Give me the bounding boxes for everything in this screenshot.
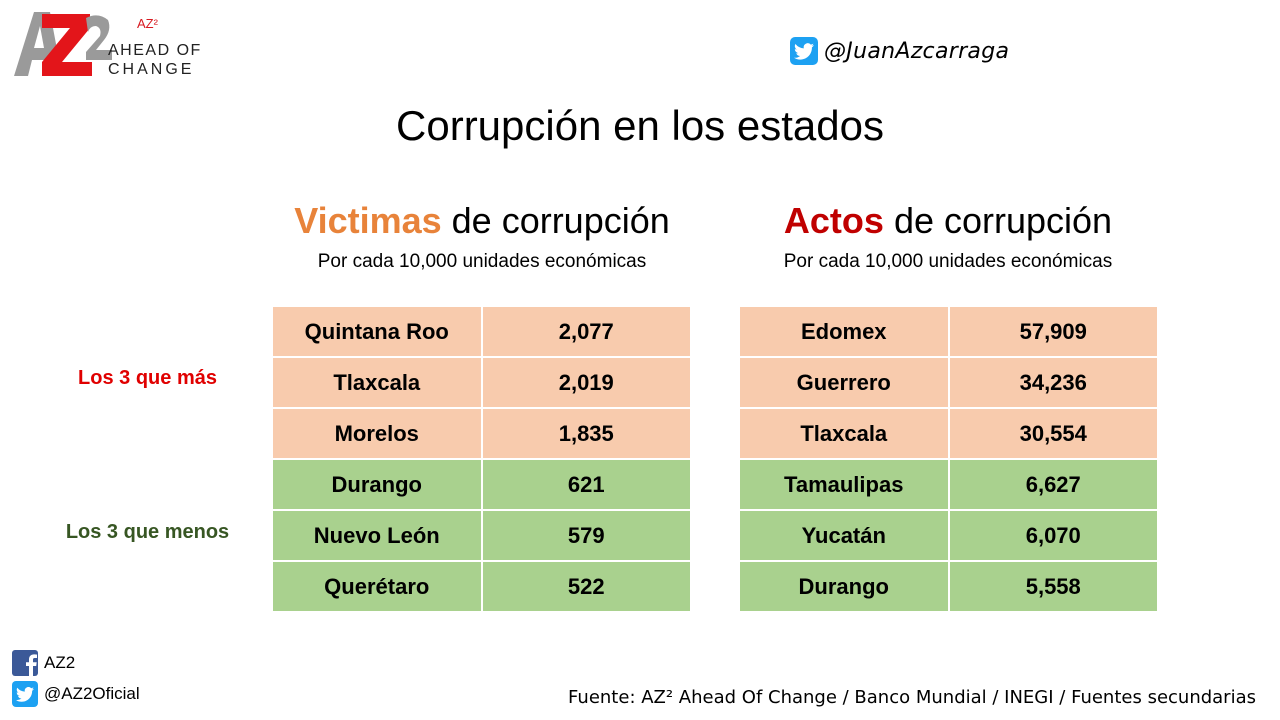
page-title: Corrupción en los estados — [396, 102, 884, 149]
table-row: Durango 5,558 — [738, 560, 1159, 613]
table-row: Tlaxcala 30,554 — [738, 407, 1159, 460]
state-cell: Durango — [271, 458, 483, 511]
state-cell: Nuevo León — [271, 509, 483, 562]
value-cell: 2,077 — [480, 305, 692, 358]
facebook-icon — [12, 650, 38, 676]
table-row: Yucatán 6,070 — [738, 509, 1159, 562]
state-cell: Edomex — [738, 305, 950, 358]
value-cell: 579 — [480, 509, 692, 562]
state-cell: Querétaro — [271, 560, 483, 613]
state-cell: Tlaxcala — [271, 356, 483, 409]
value-cell: 57,909 — [947, 305, 1159, 358]
top-group-label: Los 3 que más — [78, 367, 217, 389]
state-cell: Quintana Roo — [271, 305, 483, 358]
state-cell: Yucatán — [738, 509, 950, 562]
twitter-icon — [790, 37, 818, 65]
victimas-subtitle: Por cada 10,000 unidades económicas — [317, 251, 647, 272]
table-row: Morelos 1,835 — [271, 407, 692, 460]
header-twitter[interactable]: @JuanAzcarraga — [790, 37, 1009, 65]
az2-logo: AZ² AHEAD OF CHANGE — [12, 10, 202, 82]
value-cell: 1,835 — [480, 407, 692, 460]
footer-twitter[interactable]: @AZ2Oficial — [12, 681, 140, 707]
logo-az2-superscript: AZ² — [137, 16, 158, 31]
twitter-label: @AZ2Oficial — [44, 684, 140, 703]
value-cell: 522 — [480, 560, 692, 613]
table-row: Quintana Roo 2,077 — [271, 305, 692, 358]
twitter-icon — [12, 681, 38, 707]
value-cell: 6,070 — [947, 509, 1159, 562]
state-cell: Durango — [738, 560, 950, 613]
victimas-table: Quintana Roo 2,077 Tlaxcala 2,019 Morelo… — [271, 305, 692, 613]
bottom-group-label: Los 3 que menos — [65, 521, 230, 543]
table-row: Durango 621 — [271, 458, 692, 511]
actos-heading: Actos de corrupción — [738, 200, 1158, 242]
state-cell: Morelos — [271, 407, 483, 460]
victimas-heading-rest: de corrupción — [441, 200, 670, 241]
source-note: Fuente: AZ² Ahead Of Change / Banco Mund… — [568, 687, 1256, 708]
state-cell: Guerrero — [738, 356, 950, 409]
state-cell: Tamaulipas — [738, 458, 950, 511]
value-cell: 6,627 — [947, 458, 1159, 511]
table-row: Tlaxcala 2,019 — [271, 356, 692, 409]
value-cell: 5,558 — [947, 560, 1159, 613]
state-cell: Tlaxcala — [738, 407, 950, 460]
table-row: Querétaro 522 — [271, 560, 692, 613]
footer-facebook[interactable]: AZ2 — [12, 650, 75, 676]
header-twitter-handle: @JuanAzcarraga — [824, 38, 1010, 64]
value-cell: 30,554 — [947, 407, 1159, 460]
table-row: Guerrero 34,236 — [738, 356, 1159, 409]
victimas-heading: Victimas de corrupción — [272, 200, 692, 242]
actos-table: Edomex 57,909 Guerrero 34,236 Tlaxcala 3… — [738, 305, 1159, 613]
table-row: Tamaulipas 6,627 — [738, 458, 1159, 511]
value-cell: 2,019 — [480, 356, 692, 409]
facebook-label: AZ2 — [44, 653, 76, 672]
value-cell: 34,236 — [947, 356, 1159, 409]
table-row: Nuevo León 579 — [271, 509, 692, 562]
az2-logo-mark — [14, 12, 112, 76]
value-cell: 621 — [480, 458, 692, 511]
actos-subtitle: Por cada 10,000 unidades económicas — [783, 251, 1113, 272]
logo-line-2: CHANGE — [108, 61, 195, 78]
victimas-heading-highlight: Victimas — [294, 200, 442, 241]
actos-heading-highlight: Actos — [783, 200, 884, 241]
logo-line-1: AHEAD OF — [108, 42, 202, 59]
table-row: Edomex 57,909 — [738, 305, 1159, 358]
actos-heading-rest: de corrupción — [883, 200, 1113, 241]
